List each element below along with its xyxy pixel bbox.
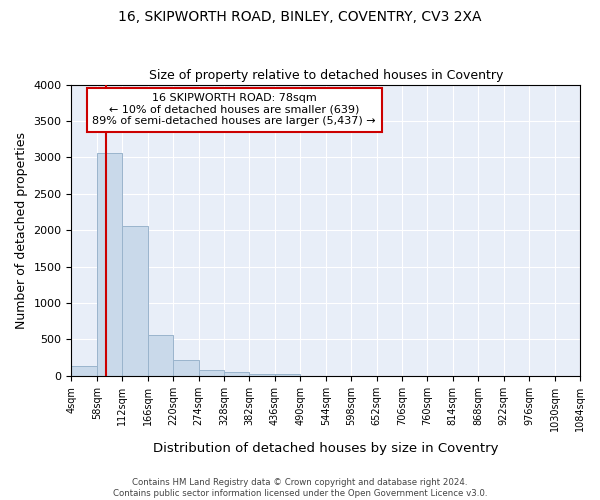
Text: 16 SKIPWORTH ROAD: 78sqm
← 10% of detached houses are smaller (639)
89% of semi-: 16 SKIPWORTH ROAD: 78sqm ← 10% of detach… — [92, 94, 376, 126]
Bar — [71, 366, 97, 376]
Text: Contains HM Land Registry data © Crown copyright and database right 2024.
Contai: Contains HM Land Registry data © Crown c… — [113, 478, 487, 498]
Text: 16, SKIPWORTH ROAD, BINLEY, COVENTRY, CV3 2XA: 16, SKIPWORTH ROAD, BINLEY, COVENTRY, CV… — [118, 10, 482, 24]
X-axis label: Distribution of detached houses by size in Coventry: Distribution of detached houses by size … — [153, 442, 499, 455]
Bar — [199, 370, 224, 376]
Y-axis label: Number of detached properties: Number of detached properties — [15, 132, 28, 328]
Bar — [224, 372, 250, 376]
Title: Size of property relative to detached houses in Coventry: Size of property relative to detached ho… — [149, 69, 503, 82]
Bar — [250, 374, 275, 376]
Bar — [173, 360, 199, 376]
Bar — [275, 374, 300, 376]
Bar — [122, 226, 148, 376]
Bar — [97, 153, 122, 376]
Bar — [148, 335, 173, 376]
